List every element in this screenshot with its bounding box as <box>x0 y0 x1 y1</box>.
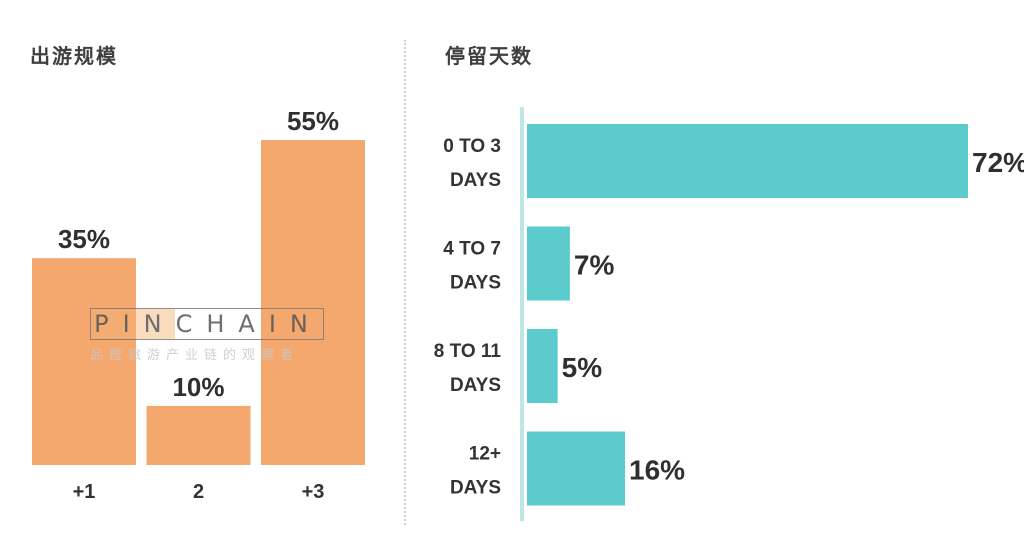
watermark-logo-box: PINCHAIN <box>90 308 324 340</box>
y-axis-line <box>520 107 524 521</box>
y-tick-label: 4 TO 7 <box>443 239 501 260</box>
y-tick-label: DAYS <box>450 273 501 294</box>
bar-3 <box>261 140 365 465</box>
hbar-value-label: 72% <box>972 147 1024 178</box>
left-chart-title: 出游规模 <box>30 44 118 68</box>
y-tick-label: DAYS <box>450 375 501 396</box>
bar-value-label: 10% <box>172 372 224 402</box>
bar-value-label: 35% <box>58 224 110 254</box>
hbar-4 <box>527 431 625 506</box>
y-tick-label: 8 TO 11 <box>434 341 502 362</box>
watermark-tagline: 品橙旅游产业链的观察者 <box>90 348 300 363</box>
y-tick-label: 12+ <box>469 444 501 465</box>
x-tick-label: +1 <box>73 481 96 503</box>
panel-divider <box>404 40 406 525</box>
y-tick-label: DAYS <box>450 478 501 499</box>
x-tick-label: +3 <box>302 481 325 503</box>
bar-value-label: 55% <box>287 106 339 136</box>
hbar-value-label: 16% <box>629 455 685 486</box>
right-chart-title: 停留天数 <box>445 44 533 68</box>
hbar-value-label: 7% <box>574 250 615 281</box>
y-tick-label: 0 TO 3 <box>443 136 501 157</box>
watermark: PINCHAIN 品橙旅游产业链的观察者 <box>90 308 324 363</box>
bar-2 <box>146 405 251 465</box>
watermark-accent <box>91 309 175 339</box>
hbar-value-label: 5% <box>562 352 603 383</box>
hbar-1 <box>527 124 968 198</box>
y-tick-label: DAYS <box>450 170 501 191</box>
hbar-2 <box>527 226 570 301</box>
hbar-3 <box>527 329 558 403</box>
x-tick-label: 2 <box>193 481 204 503</box>
watermark-brand: PINCHAIN <box>94 310 322 338</box>
bar-1 <box>32 258 136 465</box>
